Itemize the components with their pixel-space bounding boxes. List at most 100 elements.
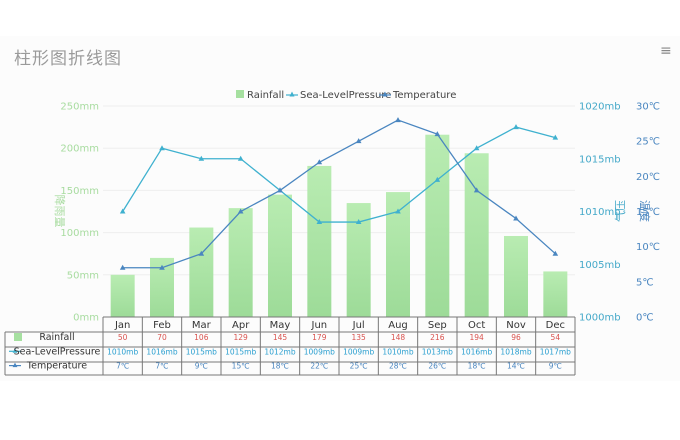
table-cell: 70 — [157, 333, 167, 342]
table-cell: 54 — [551, 333, 561, 342]
x-axis-tick: Nov — [506, 320, 526, 331]
table-cell: 148 — [391, 333, 406, 342]
y-axis-left-tick: 50mm — [67, 270, 99, 281]
table-row-label: Rainfall — [39, 332, 74, 343]
y-axis-right-outer-tick: 20℃ — [636, 172, 660, 183]
sea-level-point[interactable] — [355, 219, 362, 225]
temperature-line — [122, 119, 556, 269]
table-cell: 1018mb — [500, 347, 531, 356]
table-cell: 1013mb — [422, 347, 453, 356]
temperature-point[interactable] — [552, 250, 559, 256]
rainfall-bars — [110, 134, 568, 317]
y-axis-right-inner-tick: 1010mb — [579, 207, 621, 218]
temperature-point[interactable] — [355, 138, 362, 144]
legend-temperature-icon — [382, 91, 388, 97]
legend-rainfall-icon — [236, 90, 244, 98]
table-cell: 1012mb — [264, 347, 295, 356]
y-axis-right-inner-tick: 1020mb — [579, 102, 621, 113]
y-axis-right-inner-title: 气压 — [613, 200, 627, 222]
table-cell: 106 — [194, 333, 209, 342]
table-cell: 1015mb — [225, 347, 256, 356]
table-cell: 50 — [118, 333, 128, 342]
series-lines — [119, 117, 559, 270]
y-axis-left-tick: 0mm — [73, 313, 99, 324]
sea-level-point[interactable] — [395, 208, 401, 214]
y-axis-right-inner-tick: 1005mb — [579, 260, 621, 271]
sea-level-legend-icon — [12, 348, 18, 353]
y-axis-right-outer-tick: 0℃ — [636, 313, 654, 324]
rainfall-bar[interactable] — [228, 208, 253, 317]
table-row-label: Temperature — [26, 361, 87, 372]
temperature-point[interactable] — [159, 264, 165, 270]
y-axis-left-title: 降雨量 — [53, 195, 67, 228]
temperature-point[interactable] — [473, 187, 480, 193]
table-cell: 7℃ — [116, 362, 129, 371]
sea-level-point[interactable] — [473, 145, 480, 151]
legend-temperature: Temperature — [392, 90, 456, 101]
y-axis-right-outer-title: 温度 — [638, 200, 652, 222]
x-axis-tick: Oct — [468, 320, 485, 331]
temperature-point[interactable] — [198, 250, 205, 256]
table-cell: 26℃ — [428, 362, 446, 371]
x-axis-tick: May — [270, 320, 291, 331]
y-axis-right-outer-tick: 25℃ — [636, 137, 660, 148]
sea-level-point[interactable] — [513, 124, 519, 130]
sea-level-point[interactable] — [552, 134, 559, 140]
x-axis-tick: Dec — [546, 320, 565, 331]
sea-level-point[interactable] — [198, 155, 205, 161]
temperature-point[interactable] — [513, 215, 519, 221]
table-cell: 7℃ — [155, 362, 168, 371]
y-axis-right-outer-tick: 10℃ — [636, 242, 660, 253]
y-axis-right-inner-tick: 1000mb — [579, 313, 621, 324]
table-cell: 96 — [511, 333, 521, 342]
y-axis-right-inner-tick: 1015mb — [579, 154, 621, 165]
temperature-point[interactable] — [316, 159, 323, 165]
x-axis-tick: Sep — [428, 320, 447, 331]
table-cell: 1009mb — [304, 347, 335, 356]
rainfall-bar[interactable] — [268, 194, 292, 317]
sea-level-line — [122, 126, 556, 223]
table-cell: 1016mb — [461, 347, 492, 356]
y-axis-left-tick: 100mm — [60, 228, 99, 239]
temperature-legend-icon — [12, 362, 18, 368]
menu-icon[interactable]: ≡ — [660, 43, 672, 59]
x-axis-tick: Jul — [352, 320, 365, 331]
temperature-point[interactable] — [395, 117, 401, 123]
sea-level-point[interactable] — [434, 176, 441, 182]
table-cell: 194 — [470, 333, 485, 342]
table-cell: 145 — [273, 333, 288, 342]
temperature-point[interactable] — [237, 208, 244, 214]
sea-level-point[interactable] — [119, 208, 126, 214]
y-axis-right-outer-tick: 15℃ — [636, 207, 660, 218]
rainfall-bar[interactable] — [189, 227, 214, 317]
temperature-point[interactable] — [434, 131, 441, 137]
table-cell: 1015mb — [186, 347, 217, 356]
table-cell: 18℃ — [271, 362, 289, 371]
temperature-point[interactable] — [119, 264, 126, 270]
table-cell: 15℃ — [232, 362, 250, 371]
sea-level-point[interactable] — [237, 155, 244, 161]
rainfall-bar[interactable] — [110, 274, 135, 317]
y-axis-right-outer-tick: 30℃ — [636, 102, 660, 113]
table-cell: 1010mb — [107, 347, 138, 356]
rainfall-bar[interactable] — [307, 165, 332, 317]
sea-level-point[interactable] — [316, 219, 323, 225]
table-row-label: Sea-LevelPressure — [14, 346, 101, 357]
table-cell: 135 — [352, 333, 367, 342]
rainfall-bar[interactable] — [543, 271, 568, 317]
rainfall-bar[interactable] — [504, 235, 528, 317]
legend-rainfall: Rainfall — [247, 90, 284, 101]
rainfall-bar[interactable] — [464, 153, 489, 317]
table-cell: 1009mb — [343, 347, 374, 356]
rainfall-legend-icon — [14, 333, 22, 341]
legend-sea-level: Sea-LevelPressure — [300, 90, 391, 101]
table-cell: 9℃ — [549, 362, 562, 371]
temperature-point[interactable] — [277, 187, 283, 193]
x-axis-tick: Aug — [388, 320, 408, 331]
x-axis-tick: Mar — [192, 320, 212, 331]
legend-sea-level-icon — [289, 91, 295, 97]
rainfall-bar[interactable] — [425, 134, 450, 317]
table-cell: 22℃ — [310, 362, 328, 371]
sea-level-point[interactable] — [159, 145, 165, 151]
x-axis-tick: Feb — [153, 320, 171, 331]
